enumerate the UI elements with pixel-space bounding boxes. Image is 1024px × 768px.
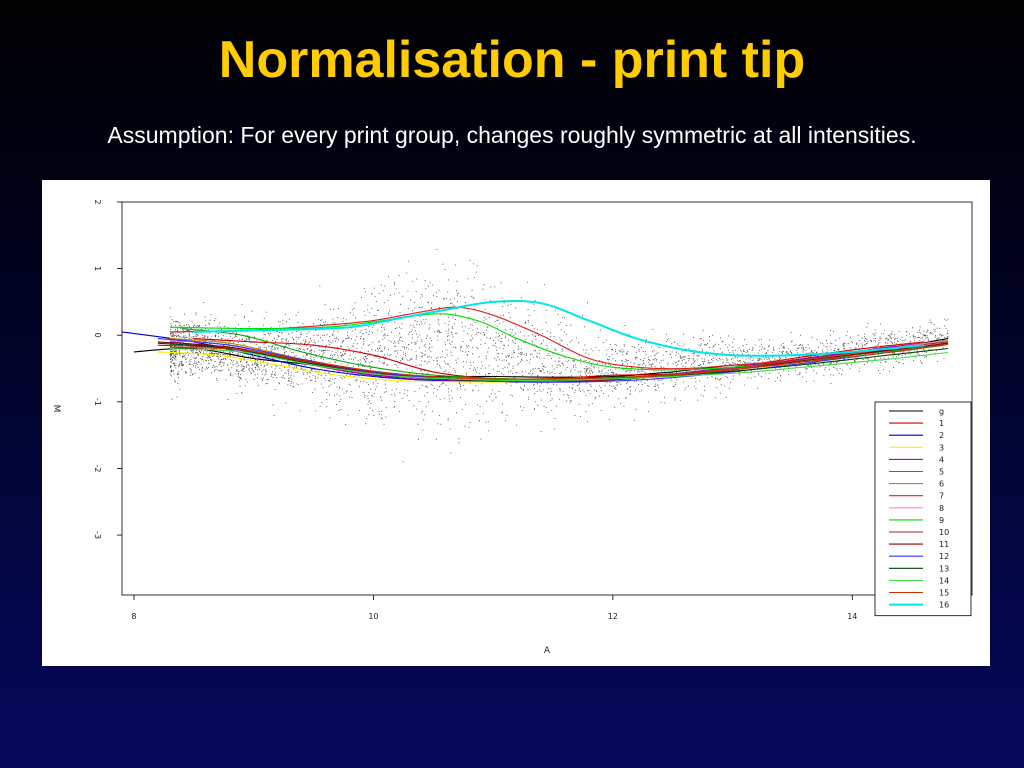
loess-curves xyxy=(121,299,949,383)
y-tick-label: 0 xyxy=(93,333,102,338)
y-tick-label: 2 xyxy=(93,199,102,204)
x-axis-label: A xyxy=(544,646,551,656)
legend-label-8: 8 xyxy=(939,504,944,513)
legend-label-15: 15 xyxy=(939,589,949,598)
slide-subtitle: Assumption: For every print group, chang… xyxy=(107,122,917,148)
x-tick-label: 8 xyxy=(131,612,136,621)
legend-label-2: 2 xyxy=(939,431,944,440)
legend-label-3: 3 xyxy=(939,443,944,452)
series-line-16 xyxy=(193,299,925,357)
series-line-15 xyxy=(169,343,949,380)
legend-label-10: 10 xyxy=(939,528,949,537)
legend-label-g: g xyxy=(939,407,944,416)
y-axis-label: M xyxy=(51,405,61,413)
slide-title: Normalisation - print tip xyxy=(218,31,806,89)
x-tick-label: 14 xyxy=(847,612,857,621)
y-tick-label: -2 xyxy=(93,464,102,472)
legend-label-11: 11 xyxy=(939,540,949,549)
x-tick-label: 12 xyxy=(608,612,618,621)
legend-label-4: 4 xyxy=(939,455,944,464)
series-line-13 xyxy=(157,342,949,382)
legend-label-5: 5 xyxy=(939,468,944,477)
legend-label-7: 7 xyxy=(939,492,944,501)
series-line-14 xyxy=(169,347,949,382)
legend-label-16: 16 xyxy=(939,601,949,610)
ma-plot-figure: 8 10 12 14 2 1 0 -1 -2 -3 A M g 1 2 3 4 5 6 7 8 9 10 11 12 13 1… xyxy=(42,180,990,666)
legend-label-14: 14 xyxy=(939,576,949,585)
series-line-7 xyxy=(169,306,925,370)
legend-label-6: 6 xyxy=(939,480,944,489)
legend-label-1: 1 xyxy=(939,419,944,428)
plot-frame xyxy=(121,201,973,596)
x-tick-label: 10 xyxy=(368,612,378,621)
y-tick-label: -1 xyxy=(93,398,102,406)
series-line-12 xyxy=(157,338,949,383)
legend-label-9: 9 xyxy=(939,516,944,525)
y-tick-label: -3 xyxy=(93,531,102,539)
legend-label-13: 13 xyxy=(939,564,949,573)
y-tick-label: 1 xyxy=(93,266,102,271)
legend-box xyxy=(874,401,972,617)
legend-label-12: 12 xyxy=(939,552,949,561)
